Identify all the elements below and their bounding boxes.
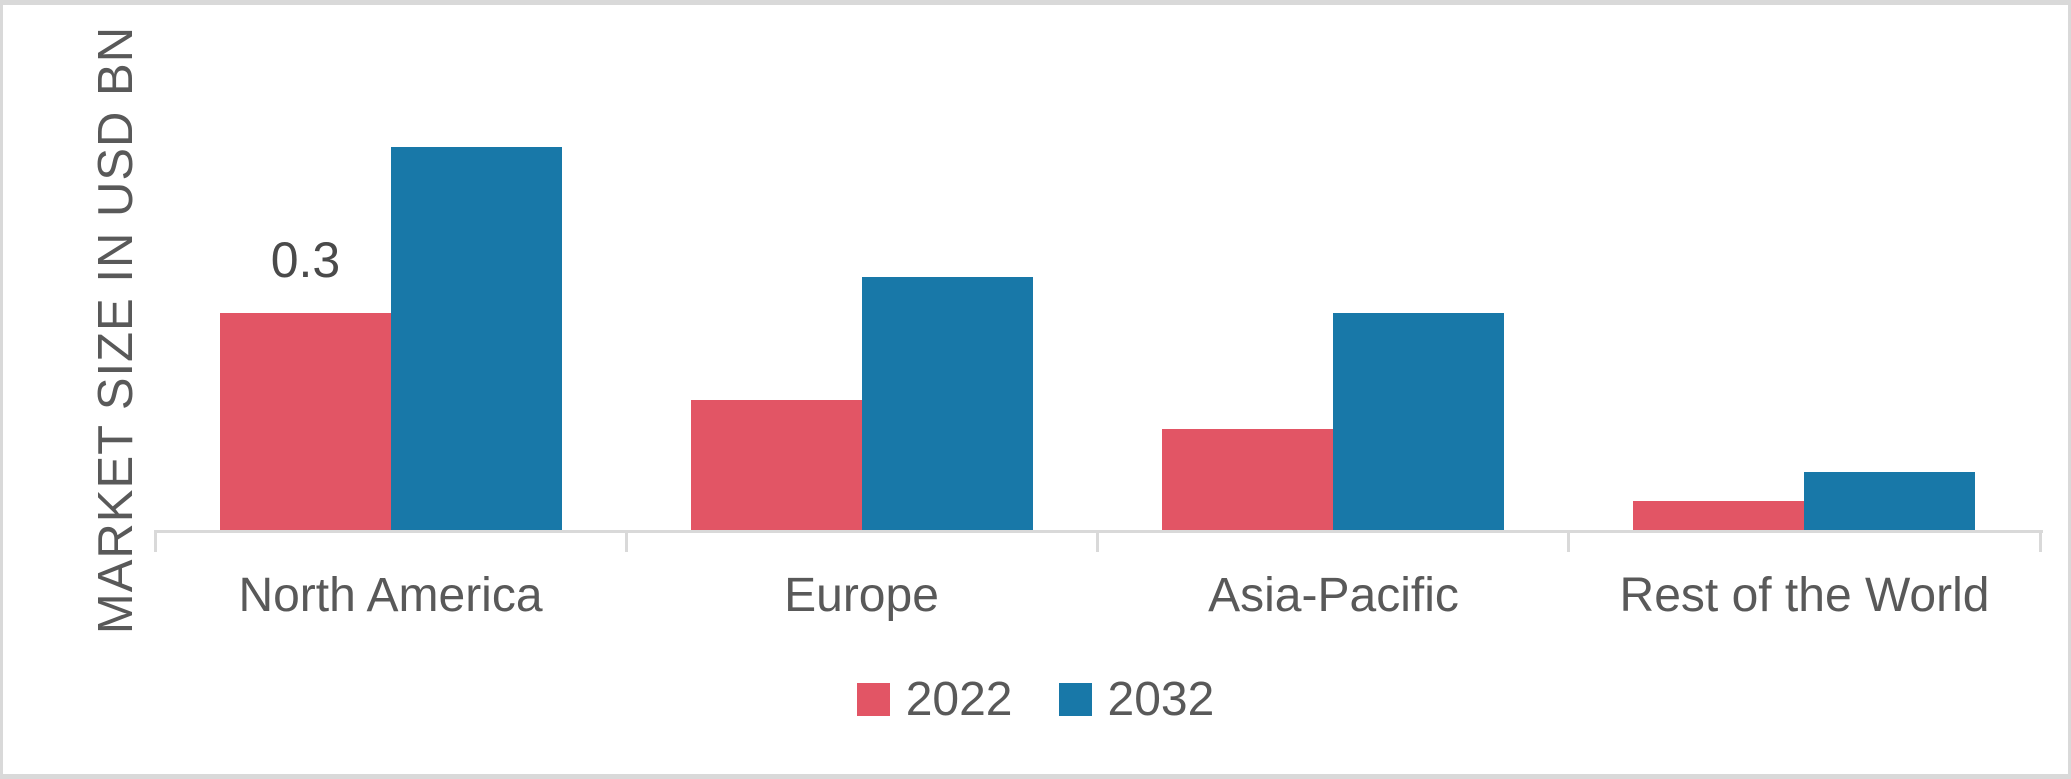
category-label-europe: Europe [784,569,939,622]
x-axis-tick [154,530,157,552]
x-axis-tick [1096,530,1099,552]
category-label-rest-of-the-world: Rest of the World [1619,569,1990,622]
bar-2022-north-america [220,313,391,530]
x-axis-tick [625,530,628,552]
legend-label: 2032 [1107,673,1215,726]
x-axis-tick [2039,530,2042,552]
legend: 2022 2032 [3,672,2068,727]
legend-item-2022: 2022 [856,672,1013,727]
x-axis-tick [1567,530,1570,552]
bar-2022-asia-pacific [1162,429,1333,530]
legend-swatch-icon [856,683,890,716]
bar-2022-europe [691,400,862,530]
data-label-2022-north-america: 0.3 [270,232,341,288]
bar-2032-europe [862,277,1033,530]
x-axis-line [155,530,2043,533]
legend-item-2032: 2032 [1058,672,1215,727]
category-label-north-america: North America [238,569,543,622]
y-axis-title: MARKET SIZE IN USD BN [89,25,143,635]
legend-swatch-icon [1058,683,1092,716]
category-label-asia-pacific: Asia-Pacific [1208,569,1459,622]
bar-2022-rest-of-the-world [1633,501,1804,530]
bar-2032-north-america [391,147,562,530]
bar-2032-rest-of-the-world [1804,472,1975,530]
legend-label: 2022 [905,673,1013,726]
bar-2032-asia-pacific [1333,313,1504,530]
